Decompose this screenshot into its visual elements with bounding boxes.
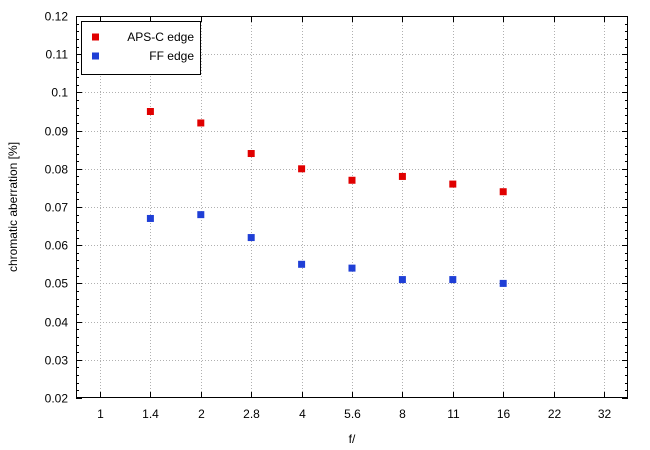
x-tick-label: 16 [497,407,511,421]
x-tick-label: 1 [97,407,104,421]
x-axis-tick-labels: 1 1.4 2 2.8 4 5.6 8 11 16 22 32 [97,407,611,421]
x-tick-label: 2 [198,407,205,421]
y-tick-label: 0.07 [45,201,69,215]
legend-label-ff-edge: FF edge [149,49,194,63]
data-point-ff-edge [197,211,205,219]
y-tick-label: 0.02 [45,392,69,406]
data-point-ff-edge [348,264,356,272]
data-point-ff-edge [146,214,154,222]
x-axis-title: f/ [349,432,356,446]
data-point-ff-edge [398,276,406,284]
data-point-aps-c-edge [298,165,306,173]
data-point-aps-c-edge [348,176,356,184]
x-tick-label: 1.4 [142,407,159,421]
x-tick-label: 11 [447,407,460,421]
legend-marker-aps-c-edge [92,33,99,41]
y-tick-label: 0.1 [51,86,68,100]
data-point-ff-edge [247,234,255,242]
data-point-aps-c-edge [247,150,255,158]
y-axis-tick-labels: 0.02 0.03 0.04 0.05 0.06 0.07 0.08 0.09 0.1 0.11 0… [45,10,69,406]
y-tick-label: 0.04 [45,316,69,330]
x-tick-label: 5.6 [344,407,361,421]
data-point-aps-c-edge [146,108,154,115]
y-tick-label: 0.05 [45,277,69,291]
legend: APS-C edge FF edge [81,21,201,75]
legend-label-aps-c-edge: APS-C edge [127,30,194,44]
legend-box [81,21,201,75]
y-tick-label: 0.08 [45,163,69,177]
x-tick-label: 22 [548,407,562,421]
data-points [146,108,507,287]
data-point-ff-edge [298,260,306,268]
data-point-ff-edge [499,279,507,287]
data-point-aps-c-edge [449,180,457,188]
data-point-aps-c-edge [398,172,406,180]
y-axis-title: chromatic aberration [%] [6,142,20,272]
x-tick-label: 32 [598,407,612,421]
y-tick-label: 0.06 [45,239,69,253]
y-tick-label: 0.09 [45,125,69,139]
y-tick-label: 0.03 [45,354,69,368]
grid [76,16,628,398]
x-tick-label: 2.8 [243,407,260,421]
y-tick-label: 0.12 [45,10,69,24]
x-tick-label: 4 [299,407,306,421]
axis-ticks [76,16,628,399]
legend-marker-ff-edge [92,52,99,60]
y-tick-label: 0.11 [46,48,69,62]
x-tick-label: 8 [399,407,406,421]
data-point-aps-c-edge [499,188,507,196]
data-point-ff-edge [449,276,457,284]
data-point-aps-c-edge [197,119,205,127]
